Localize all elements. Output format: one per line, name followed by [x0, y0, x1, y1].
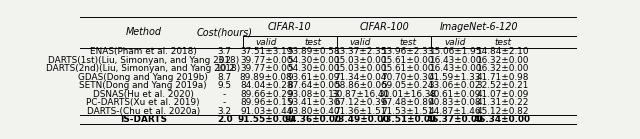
Text: DSNAS(Hu et al. 2020): DSNAS(Hu et al. 2020)	[93, 90, 194, 99]
Text: 93.80±0.40: 93.80±0.40	[287, 107, 340, 116]
Text: 93.61±0.09: 93.61±0.09	[287, 73, 340, 82]
Text: DARTS-(Chu et al. 2020a): DARTS-(Chu et al. 2020a)	[86, 107, 200, 116]
Text: CIFAR-100: CIFAR-100	[359, 22, 409, 32]
Text: 53.89±0.58: 53.89±0.58	[287, 47, 340, 56]
Text: 59.05±0.24: 59.05±0.24	[381, 81, 434, 90]
Text: 91.55±0.00: 91.55±0.00	[237, 115, 295, 124]
Text: 44.87±1.46: 44.87±1.46	[429, 107, 481, 116]
Text: 67.12±0.39: 67.12±0.39	[334, 98, 387, 107]
Text: 89.96±0.15: 89.96±0.15	[240, 98, 292, 107]
Text: 93.08±0.13: 93.08±0.13	[287, 90, 340, 99]
Text: 31.01±16.38: 31.01±16.38	[378, 90, 436, 99]
Text: 3.2: 3.2	[218, 56, 232, 65]
Text: 15.06±1.95: 15.06±1.95	[429, 47, 481, 56]
Text: 54.30±0.00: 54.30±0.00	[287, 56, 340, 65]
Text: 10.2: 10.2	[215, 64, 234, 73]
Text: 89.66±0.29: 89.66±0.29	[240, 90, 292, 99]
Text: GDAS(Dong and Yang 2019b): GDAS(Dong and Yang 2019b)	[78, 73, 208, 82]
Text: 71.53±1.51: 71.53±1.51	[381, 107, 434, 116]
Text: 73.51±0.00: 73.51±0.00	[379, 115, 436, 124]
Text: 37.51±3.19: 37.51±3.19	[240, 47, 292, 56]
Text: 71.34±0.04: 71.34±0.04	[334, 73, 387, 82]
Text: 41.31±0.22: 41.31±0.22	[476, 98, 529, 107]
Text: DARTS(2nd)(Liu, Simonyan, and Yang 2018): DARTS(2nd)(Liu, Simonyan, and Yang 2018)	[46, 64, 241, 73]
Text: 9.5: 9.5	[218, 81, 232, 90]
Text: test: test	[305, 38, 322, 47]
Text: 45.12±0.82: 45.12±0.82	[476, 107, 529, 116]
Text: 14.84±2.10: 14.84±2.10	[476, 47, 529, 56]
Text: Method: Method	[125, 27, 161, 37]
Text: -: -	[223, 98, 226, 107]
Text: 15.03±0.00: 15.03±0.00	[334, 56, 387, 65]
Text: 32.52±0.21: 32.52±0.21	[476, 81, 529, 90]
Text: CIFAR-10: CIFAR-10	[268, 22, 312, 32]
Text: 15.61±0.00: 15.61±0.00	[381, 64, 434, 73]
Text: -: -	[223, 90, 226, 99]
Text: 13.37±2.35: 13.37±2.35	[334, 47, 387, 56]
Text: 39.77±0.00: 39.77±0.00	[240, 56, 292, 65]
Text: 40.61±0.09: 40.61±0.09	[429, 90, 481, 99]
Text: 73.49±0.00: 73.49±0.00	[332, 115, 389, 124]
Text: SETN(Dong and Yang 2019a): SETN(Dong and Yang 2019a)	[79, 81, 207, 90]
Text: test: test	[494, 38, 511, 47]
Text: 30.87±16.40: 30.87±16.40	[332, 90, 390, 99]
Text: 71.36±1.51: 71.36±1.51	[334, 107, 387, 116]
Text: 15.03±0.00: 15.03±0.00	[334, 64, 387, 73]
Text: 40.83±0.08: 40.83±0.08	[429, 98, 481, 107]
Text: valid: valid	[350, 38, 371, 47]
Text: test: test	[399, 38, 416, 47]
Text: 41.59±1.33: 41.59±1.33	[429, 73, 481, 82]
Text: PC-DARTS(Xu et al. 2019): PC-DARTS(Xu et al. 2019)	[86, 98, 200, 107]
Text: 16.32±0.00: 16.32±0.00	[476, 56, 529, 65]
Text: 87.64±0.00: 87.64±0.00	[287, 81, 340, 90]
Text: 16.43±0.00: 16.43±0.00	[429, 64, 481, 73]
Text: 46.37±0.00: 46.37±0.00	[426, 115, 483, 124]
Text: 15.61±0.00: 15.61±0.00	[381, 56, 434, 65]
Text: 91.03±0.44: 91.03±0.44	[240, 107, 292, 116]
Text: 8.7: 8.7	[218, 73, 232, 82]
Text: 41.71±0.98: 41.71±0.98	[476, 73, 529, 82]
Text: 3.2: 3.2	[218, 107, 232, 116]
Text: ImageNet-6-120: ImageNet-6-120	[440, 22, 518, 32]
Text: 13.96±2.33: 13.96±2.33	[381, 47, 434, 56]
Text: valid: valid	[444, 38, 466, 47]
Text: 41.07±0.09: 41.07±0.09	[476, 90, 529, 99]
Text: 39.77±0.00: 39.77±0.00	[240, 64, 292, 73]
Text: 16.32±0.00: 16.32±0.00	[476, 64, 529, 73]
Text: 16.43±0.00: 16.43±0.00	[429, 56, 481, 65]
Text: 70.70±0.30: 70.70±0.30	[381, 73, 434, 82]
Text: 3.7: 3.7	[218, 47, 232, 56]
Text: 58.86±0.06: 58.86±0.06	[334, 81, 387, 90]
Text: 67.48±0.89: 67.48±0.89	[381, 98, 434, 107]
Text: 93.41±0.30: 93.41±0.30	[287, 98, 340, 107]
Text: IS-DARTS: IS-DARTS	[120, 115, 167, 124]
Text: 46.34±0.00: 46.34±0.00	[474, 115, 531, 124]
Text: 89.89±0.08: 89.89±0.08	[240, 73, 292, 82]
Text: valid: valid	[255, 38, 277, 47]
Text: 54.30±0.00: 54.30±0.00	[287, 64, 340, 73]
Text: ENAS(Pham et al. 2018): ENAS(Pham et al. 2018)	[90, 47, 196, 56]
Text: 94.36±0.00: 94.36±0.00	[285, 115, 342, 124]
Text: DARTS(1st)(Liu, Simonyan, and Yang 2018): DARTS(1st)(Liu, Simonyan, and Yang 2018)	[47, 56, 239, 65]
Text: 2.0: 2.0	[217, 115, 232, 124]
Text: 33.06±0.02: 33.06±0.02	[429, 81, 481, 90]
Text: 84.04±0.28: 84.04±0.28	[240, 81, 292, 90]
Text: Cost(hours): Cost(hours)	[196, 27, 253, 37]
